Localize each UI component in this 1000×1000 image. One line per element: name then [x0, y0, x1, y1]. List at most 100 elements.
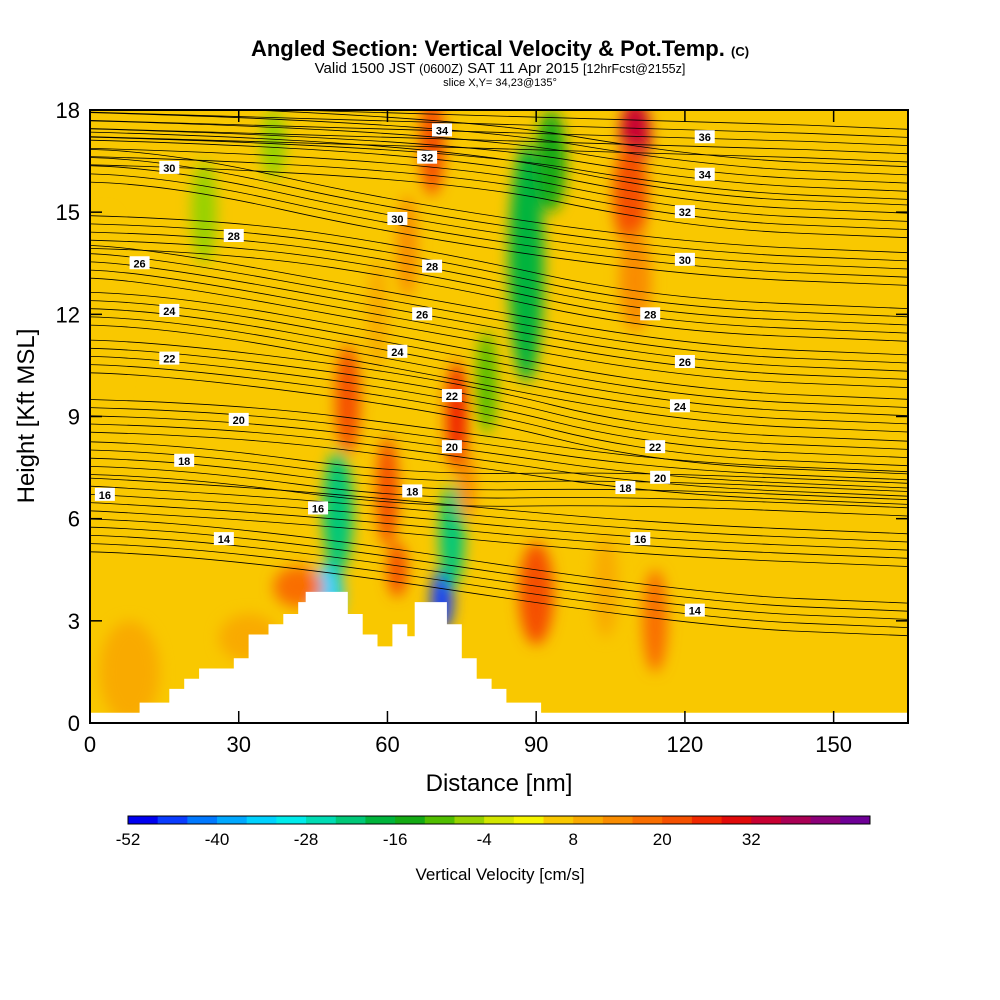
colorbar-swatch [632, 816, 663, 824]
isentrope-label-bg [431, 123, 452, 137]
velocity-cell [642, 569, 668, 672]
isentrope-line [90, 300, 908, 408]
isentrope-label: 30 [679, 255, 691, 267]
isentrope-line [90, 164, 908, 239]
colorbar-swatch [335, 816, 366, 824]
isentrope-line [90, 423, 908, 497]
isentrope-label-bg [213, 532, 234, 546]
isentrope-line [90, 131, 908, 206]
isentrope-label-bg [694, 167, 715, 181]
isentrope-label-bg [674, 205, 695, 219]
isentrope-line [90, 494, 908, 551]
colorbar-swatch [721, 816, 752, 824]
isentrope-line [90, 173, 908, 278]
y-tick-label: 0 [68, 711, 80, 736]
isentrope-label-bg [174, 453, 195, 467]
isentrope-label: 28 [644, 309, 656, 321]
isentrope-label: 20 [233, 415, 245, 427]
isentrope-label-bg [94, 487, 115, 501]
isentrope-label: 30 [163, 163, 175, 175]
isentrope-line [90, 399, 908, 473]
colorbar-tick-label: -28 [294, 830, 319, 849]
isentrope-label: 34 [699, 170, 712, 182]
isentrope-label-bg [159, 160, 180, 174]
isentrope-line [90, 485, 908, 543]
isentrope-label-bg [669, 399, 690, 413]
isentrope-label-bg [645, 440, 666, 454]
velocity-cell [593, 535, 618, 638]
velocity-cell [99, 620, 160, 723]
colorbar-swatch [751, 816, 782, 824]
isentrope-line [90, 239, 908, 334]
terrain [90, 591, 908, 723]
velocity-cell [376, 436, 399, 546]
velocity-cell [518, 542, 554, 645]
isentrope-line [90, 364, 908, 467]
isentrope-line [90, 518, 908, 604]
isentrope-line [90, 510, 908, 567]
isentrope-label: 16 [312, 503, 324, 515]
y-tick-label: 3 [68, 609, 80, 634]
isentrope-line [90, 261, 908, 372]
colorbar-swatch [128, 816, 159, 824]
isentrope-label-bg [223, 229, 244, 243]
x-tick-label: 0 [84, 732, 96, 757]
colorbar-swatch [306, 816, 337, 824]
isentrope-label-bg [387, 344, 408, 358]
isentrope-label: 24 [163, 306, 176, 318]
isentrope-line [90, 339, 908, 442]
isentrope-label: 16 [634, 534, 646, 546]
colorbar-swatch [187, 816, 218, 824]
isentrope-label: 34 [436, 125, 449, 137]
colorbar-tick-label: 32 [742, 830, 761, 849]
isentrope-label-bg [129, 256, 150, 270]
isentrope-label-bg [402, 484, 423, 498]
isentrope-line [90, 165, 908, 270]
colorbar-tick-label: 8 [568, 830, 577, 849]
colorbar-swatch [424, 816, 455, 824]
colorbar-swatch [840, 816, 871, 824]
isentrope-label: 16 [99, 490, 111, 502]
colorbar-tick-label: -40 [205, 830, 230, 849]
chart-slice-info: slice X,Y= 34,23@135° [443, 77, 557, 89]
isentrope-line [90, 139, 908, 214]
isentrope-label-bg [630, 532, 651, 546]
colorbar-tick-label: 20 [653, 830, 672, 849]
velocity-cell [613, 144, 648, 247]
isentrope-label-bg [308, 501, 329, 515]
isentrope-line [90, 292, 908, 400]
x-tick-label: 120 [667, 732, 704, 757]
isentrope-label: 20 [446, 442, 458, 454]
isentrope-label: 18 [619, 483, 631, 495]
isentrope-label-bg [615, 481, 636, 495]
colorbar-swatch [276, 816, 307, 824]
colorbar-swatch [217, 816, 248, 824]
isentrope-line [90, 502, 908, 559]
chart-title: Angled Section: Vertical Velocity & Pot.… [250, 36, 750, 61]
velocity-cell [439, 484, 465, 587]
velocity-cell [476, 331, 497, 434]
isentrope-line [90, 277, 908, 388]
colorbar-swatch [602, 816, 634, 824]
isentrope-line [90, 181, 908, 286]
colorbar-swatch [543, 816, 574, 824]
isentrope-label: 36 [699, 132, 711, 144]
isentrope-line [90, 308, 908, 417]
colorbar-swatch [454, 816, 485, 824]
velocity-background [90, 110, 908, 723]
isentrope-label: 18 [178, 456, 190, 468]
isentrope-label: 22 [446, 391, 458, 403]
plot-area: 14 14 16 16 16 18 18 18 20 20 20 22 22 22 24 24 24 26 26 26… [90, 110, 908, 723]
isentrope-line [90, 136, 908, 200]
colorbar-swatch [365, 816, 396, 824]
isentrope-labels: 14 14 16 16 16 18 18 18 20 20 20 22 22 22 24 24 24 26 26 26… [94, 123, 715, 618]
velocity-cell [508, 144, 544, 383]
y-tick-label: 12 [56, 302, 80, 327]
isentrope-line [90, 372, 908, 475]
velocity-cell [387, 542, 408, 597]
isentrope-label-bg [674, 252, 695, 266]
colorbar-swatch [246, 816, 277, 824]
colorbar-swatch [573, 816, 604, 824]
